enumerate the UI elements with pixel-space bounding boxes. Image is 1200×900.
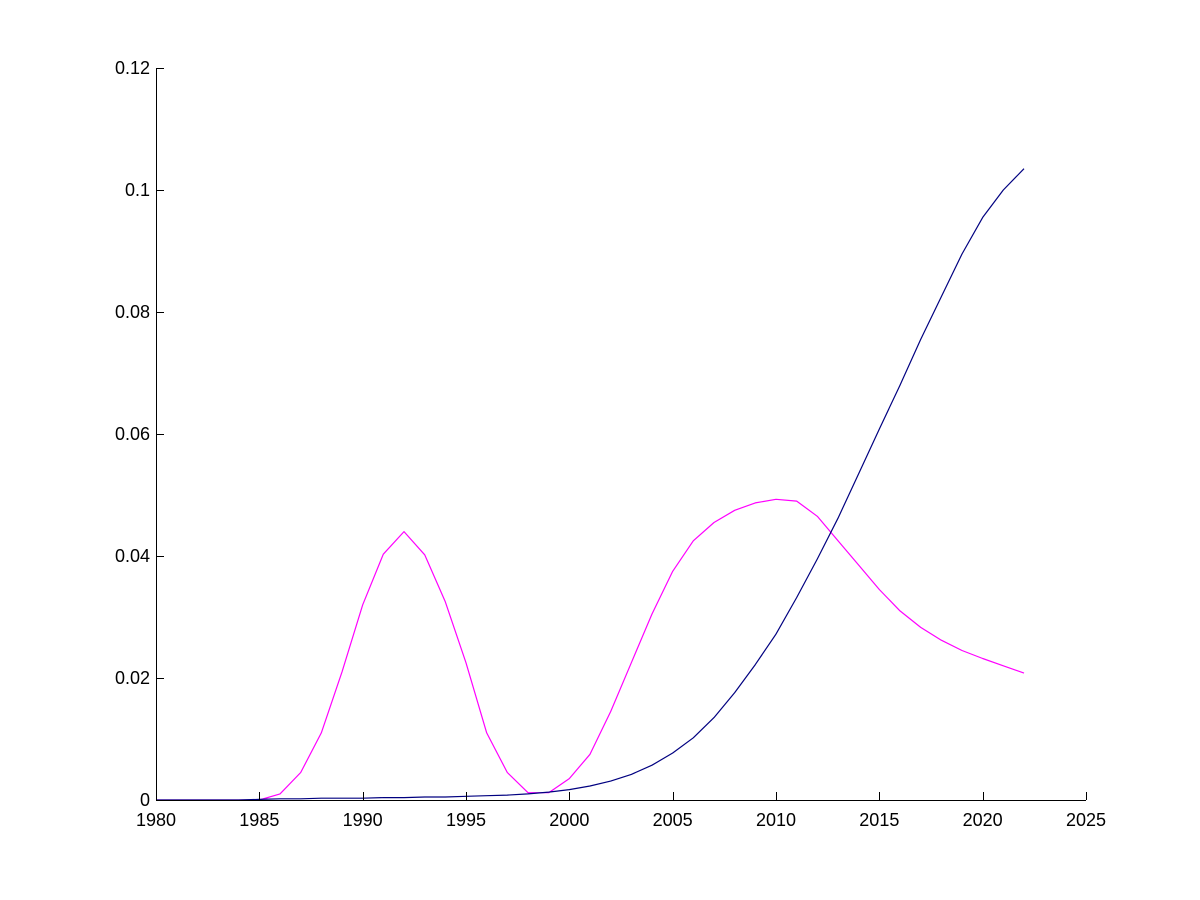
y-tick-label: 0.12 [115,58,150,78]
ticks-layer: 1980 1985 1990 1995 2000 2005 2010 2015 2020 2025… [115,58,1106,830]
axes-layer [156,68,1086,801]
x-tick-label: 1985 [239,810,279,830]
x-tick-label: 1995 [446,810,486,830]
y-tick-label: 0.04 [115,546,150,566]
series-line-2 [156,168,1025,801]
y-tick-label: 0.08 [115,302,150,322]
x-tick-label: 1990 [343,810,383,830]
y-tick-label: 0 [140,790,150,810]
x-tick-label: 2005 [653,810,693,830]
x-tick-label: 2020 [963,810,1003,830]
x-tick-label: 2000 [549,810,589,830]
x-tick-label: 2010 [756,810,796,830]
y-tick-label: 0.1 [125,180,150,200]
series-line-1 [156,498,1025,801]
x-tick-label: 1980 [136,810,176,830]
x-tick-label: 2015 [859,810,899,830]
y-tick-label: 0.06 [115,424,150,444]
x-tick-label: 2025 [1066,810,1106,830]
series-layer [156,168,1025,801]
y-tick-label: 0.02 [115,668,150,688]
